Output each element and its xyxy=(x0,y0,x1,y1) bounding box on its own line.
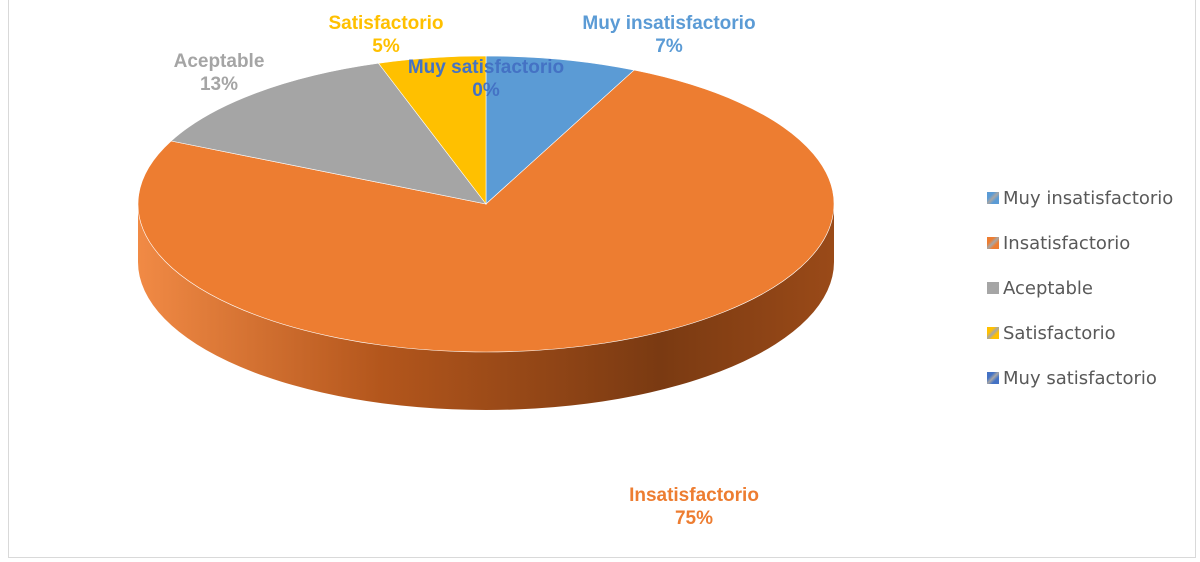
label-value: 0% xyxy=(472,80,500,101)
pie-slice-satisfactorio[interactable] xyxy=(377,55,487,205)
data-label-muy-satisfactorio: Muy satisfactorio 0% xyxy=(386,56,586,102)
label-value: 75% xyxy=(674,508,714,529)
chart-area: Muy insatisfactorio 7% Insatisfactorio 7… xyxy=(8,0,1196,558)
legend-swatch xyxy=(987,327,999,339)
pie-side-wall-shape xyxy=(138,204,834,410)
pie-slice-muy-insatisfactorio[interactable] xyxy=(485,55,635,205)
legend-item-muy-satisfactorio[interactable]: Muy satisfactorio xyxy=(987,366,1197,390)
pie-side-wall xyxy=(138,204,834,410)
label-value: 13% xyxy=(199,74,239,95)
legend-swatch xyxy=(987,237,999,249)
pie-chart xyxy=(137,55,835,410)
legend-label: Muy satisfactorio xyxy=(1003,367,1157,389)
label-name: Aceptable xyxy=(173,51,265,72)
pie-slices xyxy=(137,55,835,353)
label-name: Insatisfactorio xyxy=(629,485,759,506)
pie-slice-aceptable[interactable] xyxy=(170,62,487,205)
legend-label: Satisfactorio xyxy=(1003,322,1116,344)
data-label-satisfactorio: Satisfactorio 5% xyxy=(311,12,461,58)
data-label-insatisfactorio: Insatisfactorio 75% xyxy=(599,484,789,530)
legend-label: Muy insatisfactorio xyxy=(1003,187,1174,209)
label-name: Muy insatisfactorio xyxy=(582,13,756,34)
legend: Muy insatisfactorio Insatisfactorio Acep… xyxy=(987,186,1197,411)
label-value: 7% xyxy=(655,36,683,57)
label-value: 5% xyxy=(372,36,400,57)
legend-item-aceptable[interactable]: Aceptable xyxy=(987,276,1197,300)
label-name: Muy satisfactorio xyxy=(407,57,565,78)
pie-slice-insatisfactorio[interactable] xyxy=(137,69,835,353)
legend-label: Insatisfactorio xyxy=(1003,232,1131,254)
legend-swatch xyxy=(987,192,999,204)
data-label-muy-insatisfactorio: Muy insatisfactorio 7% xyxy=(564,12,774,58)
legend-swatch xyxy=(987,372,999,384)
legend-item-insatisfactorio[interactable]: Insatisfactorio xyxy=(987,231,1197,255)
legend-item-satisfactorio[interactable]: Satisfactorio xyxy=(987,321,1197,345)
legend-label: Aceptable xyxy=(1003,277,1093,299)
data-label-aceptable: Aceptable 13% xyxy=(159,50,279,96)
label-name: Satisfactorio xyxy=(328,13,444,34)
legend-item-muy-insatisfactorio[interactable]: Muy insatisfactorio xyxy=(987,186,1197,210)
legend-swatch xyxy=(987,282,999,294)
